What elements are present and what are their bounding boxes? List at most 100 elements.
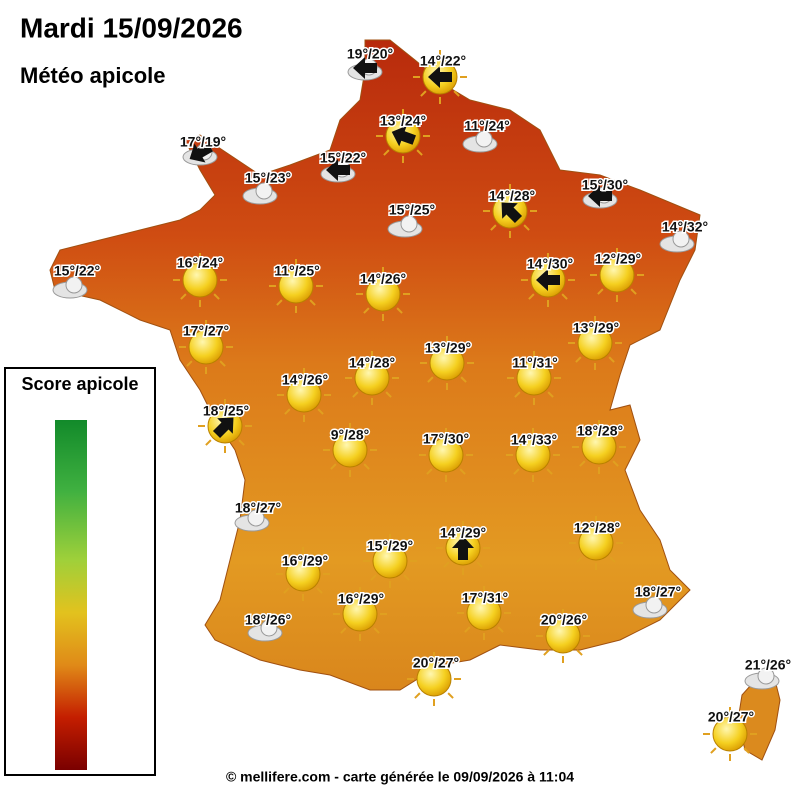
sun-ray (608, 356, 615, 363)
station-temp: 14°/28° (489, 188, 535, 204)
sun (712, 716, 748, 752)
sun (429, 345, 465, 381)
station: 18°/25° (198, 399, 252, 453)
wind-arrow (452, 536, 474, 560)
wind-arrow (536, 269, 560, 291)
title: Mardi 15/09/2026 (20, 12, 243, 43)
station-temp: 20°/27° (708, 709, 754, 725)
sun-ray (523, 191, 530, 198)
station-temp: 14°/26° (360, 271, 406, 287)
sun (515, 437, 551, 473)
sun-ray (370, 574, 377, 581)
station-temp: 13°/24° (380, 113, 426, 129)
sun-ray (180, 260, 187, 267)
station: 14°/33° (506, 428, 560, 482)
station-temp: 21°/26° (745, 657, 791, 673)
sun-ray (414, 692, 421, 699)
station-temp: 11°/24° (464, 118, 509, 134)
sun-ray (186, 360, 193, 367)
sun-ray (309, 299, 316, 306)
station-temp: 12°/28° (574, 520, 620, 536)
sun-ray (276, 266, 283, 273)
wind-arrow (212, 417, 234, 439)
station-temp: 14°/22° (420, 53, 466, 69)
footer: © mellifere.com - carte générée le 09/09… (226, 769, 574, 785)
sun-ray (363, 430, 370, 437)
station: 16°/29° (333, 587, 387, 641)
sun (577, 325, 613, 361)
sun-ray (464, 593, 471, 600)
sun-ray (576, 556, 583, 563)
sun-ray (317, 408, 324, 415)
cloud-puff (400, 215, 418, 233)
station: 16°/24° (173, 253, 227, 307)
sun (372, 543, 408, 579)
sun-ray (608, 323, 615, 330)
sun (581, 429, 617, 465)
sun-ray (283, 587, 290, 594)
station: 13°/29° (568, 316, 622, 370)
station-temp: 9°/28° (331, 427, 369, 443)
sun-ray (743, 747, 750, 754)
sun-ray (497, 626, 504, 633)
station: 17°/27° (179, 320, 233, 374)
sun-ray (453, 90, 460, 97)
station-temp: 17°/27° (183, 323, 229, 339)
wind-arrow (189, 142, 213, 163)
sun (416, 661, 452, 697)
sun-ray (546, 468, 553, 475)
sun-ray (284, 375, 291, 382)
sun-ray (213, 260, 220, 267)
sun-ray (238, 439, 245, 446)
sun (466, 595, 502, 631)
sun-ray (219, 360, 226, 367)
station: 18°/27° (233, 498, 283, 532)
sun-ray (309, 266, 316, 273)
station: 21°/26° (743, 655, 793, 690)
sun-ray (283, 554, 290, 561)
station: 14°/26° (356, 267, 410, 321)
station-temp: 15°/22° (54, 263, 100, 279)
cloud-puff (260, 619, 278, 637)
sun-ray (743, 714, 750, 721)
sun-ray (330, 430, 337, 437)
sun-ray (490, 224, 497, 231)
sun-ray (180, 293, 187, 300)
sun-ray (238, 406, 245, 413)
station: 11°/31° (507, 351, 561, 405)
sun-ray (383, 116, 390, 123)
sun-ray (543, 649, 550, 656)
sun-ray (523, 224, 530, 231)
sun-ray (447, 692, 454, 699)
subtitle: Météo apicole (20, 63, 165, 88)
cloud-puff (65, 276, 83, 294)
station-temp: 14°/29° (440, 525, 486, 541)
sun-ray (561, 260, 568, 267)
sun-ray (363, 274, 370, 281)
sun-ray (416, 149, 423, 156)
wind-arrow (353, 57, 377, 79)
station-temp: 17°/31° (462, 590, 508, 606)
station: 18°/27° (632, 582, 683, 619)
sun-ray (464, 626, 471, 633)
station: 16°/29° (276, 547, 330, 601)
sun-ray (476, 561, 483, 568)
station-temp: 18°/25° (203, 403, 249, 419)
cloud-puff (645, 596, 663, 614)
station-temp: 14°/28° (349, 355, 395, 371)
sun-ray (576, 523, 583, 530)
station-temp: 18°/26° (245, 612, 291, 628)
station-temp: 15°/30° (582, 177, 628, 193)
station: 12°/28° (569, 516, 623, 570)
sun-ray (447, 659, 454, 666)
sun-ray (609, 556, 616, 563)
sun-ray (460, 343, 467, 350)
legend: Score apicole (4, 367, 156, 776)
station: 18°/26° (243, 610, 293, 642)
station-temp: 13°/29° (425, 340, 471, 356)
station-temp: 17°/30° (423, 431, 469, 447)
station-temp: 19°/20° (347, 46, 393, 62)
sun-ray (363, 307, 370, 314)
sun (578, 525, 614, 561)
